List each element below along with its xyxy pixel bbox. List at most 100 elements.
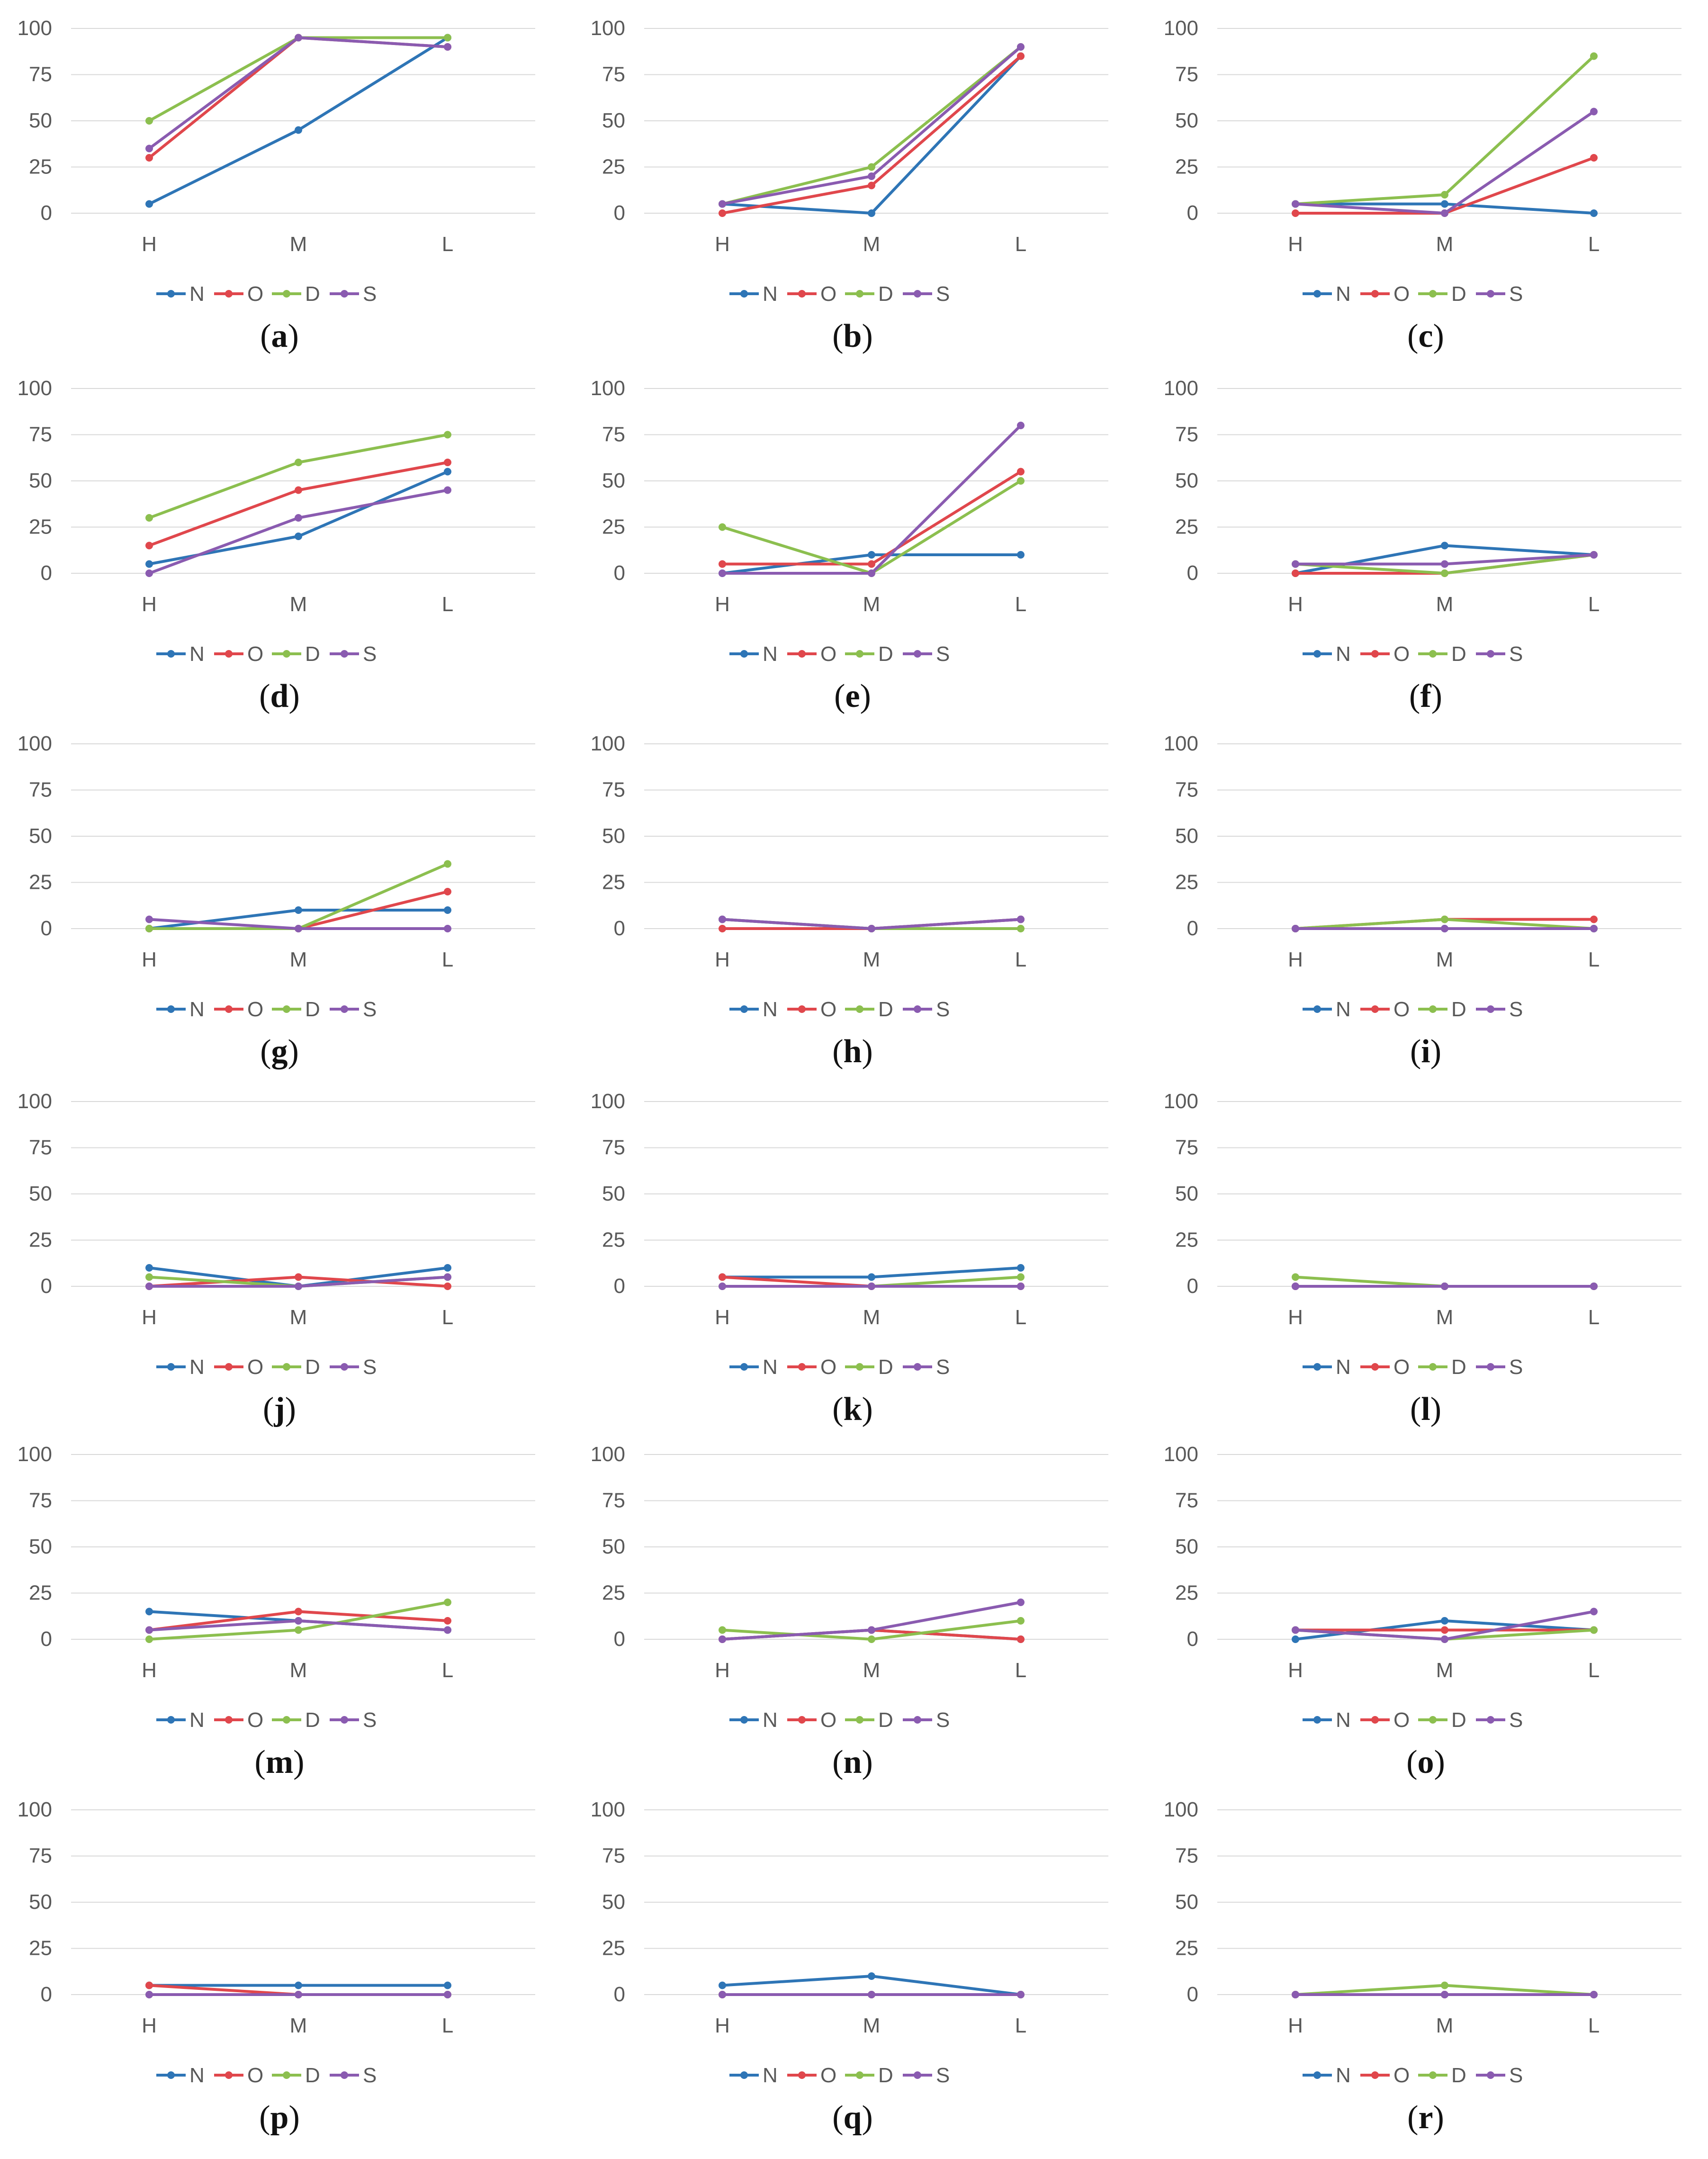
y-tick-label: 50	[602, 1890, 625, 1914]
legend-marker-N	[167, 1716, 175, 1724]
data-point-D	[868, 1635, 875, 1643]
data-point-S	[444, 1991, 451, 1998]
x-tick-label: H	[1288, 2014, 1303, 2037]
legend-marker-S	[914, 650, 921, 658]
data-point-S	[719, 200, 726, 208]
legend-marker-O	[798, 650, 806, 658]
legend-marker-D	[856, 1716, 863, 1724]
x-tick-label: M	[290, 233, 307, 256]
data-point-O	[1590, 915, 1598, 923]
legend-label-D: D	[1451, 1355, 1466, 1379]
series-line-D	[148, 433, 448, 519]
y-tick-label: 25	[29, 155, 52, 179]
chart-panel-n: 0 25 50 75 100 H M L N O D S (n)	[573, 1426, 1132, 1780]
chart-caption: (q)	[573, 2099, 1132, 2137]
data-point-D	[1590, 52, 1598, 60]
data-point-S	[1590, 551, 1598, 559]
y-tick-label: 100	[18, 17, 52, 40]
legend-label-O: O	[1393, 2064, 1410, 2087]
y-tick-label: 0	[614, 917, 625, 940]
data-point-D	[1292, 1273, 1299, 1281]
caption-letter: q	[843, 2099, 862, 2136]
chart-svg-j: 0 25 50 75 100 H M L N O D S	[18, 1090, 535, 1379]
y-tick-label: 25	[602, 515, 625, 539]
caption-letter: e	[845, 678, 860, 714]
legend-label-D: D	[878, 1355, 893, 1379]
y-tick-label: 0	[41, 561, 52, 585]
legend-marker-S	[341, 1716, 348, 1724]
data-point-S	[295, 1991, 302, 1998]
data-point-N	[295, 906, 302, 914]
legend-marker-D	[283, 2071, 290, 2079]
legend-marker-S	[1487, 290, 1494, 298]
y-tick-label: 100	[591, 1798, 625, 1821]
legend-label-D: D	[878, 1708, 893, 1732]
legend-marker-N	[167, 2071, 175, 2079]
data-point-S	[145, 1283, 153, 1290]
legend-marker-O	[798, 290, 806, 298]
legend-marker-O	[225, 1005, 233, 1013]
data-point-S	[444, 43, 451, 51]
y-tick-label: 25	[602, 871, 625, 894]
x-tick-label: H	[1288, 1659, 1303, 1682]
data-point-S	[1441, 925, 1448, 932]
chart-caption: (h)	[573, 1033, 1132, 1071]
legend-label-D: D	[878, 282, 893, 306]
chart-svg-k: 0 25 50 75 100 H M L N O D S	[591, 1090, 1108, 1379]
y-tick-label: 50	[29, 109, 52, 132]
data-point-S	[868, 1283, 875, 1290]
legend-label-N: N	[763, 1355, 778, 1379]
y-tick-label: 100	[18, 377, 52, 400]
chart-caption: (f)	[1146, 678, 1705, 715]
legend-marker-S	[914, 2071, 921, 2079]
y-tick-label: 0	[614, 1274, 625, 1298]
y-tick-label: 100	[591, 17, 625, 40]
y-tick-label: 75	[29, 423, 52, 446]
caption-open: (	[1406, 1744, 1418, 1780]
x-tick-label: L	[442, 1659, 453, 1682]
data-point-S	[1441, 560, 1448, 568]
y-tick-label: 100	[18, 1090, 52, 1113]
legend-label-D: D	[1451, 1708, 1466, 1732]
caption-close: )	[288, 1033, 299, 1070]
y-tick-label: 75	[602, 1844, 625, 1868]
x-tick-label: M	[863, 1306, 881, 1329]
legend-label-O: O	[820, 642, 836, 666]
legend-marker-N	[167, 290, 175, 298]
legend-marker-N	[740, 1716, 748, 1724]
legend-marker-N	[1313, 1005, 1321, 1013]
data-point-O	[1292, 209, 1299, 217]
legend-label-O: O	[820, 1355, 836, 1379]
chart-svg-c: 0 25 50 75 100 H M L N O D S	[1164, 17, 1681, 306]
y-tick-label: 0	[614, 561, 625, 585]
chart-caption: (n)	[573, 1743, 1132, 1781]
caption-letter: k	[843, 1391, 862, 1427]
data-point-S	[1590, 1991, 1598, 1998]
chart-panel-d: 0 25 50 75 100 H M L N O D S (d)	[0, 360, 559, 714]
chart-panel-e: 0 25 50 75 100 H M L N O D S (e)	[573, 360, 1132, 714]
x-tick-label: H	[142, 1306, 157, 1329]
data-point-O	[295, 1608, 302, 1616]
legend-marker-S	[914, 1005, 921, 1013]
legend-marker-D	[283, 1716, 290, 1724]
caption-letter: r	[1418, 2099, 1433, 2136]
data-point-N	[444, 1981, 451, 1989]
data-point-S	[868, 925, 875, 932]
legend-label-O: O	[247, 1355, 263, 1379]
caption-close: )	[288, 678, 300, 714]
chart-caption: (d)	[0, 678, 559, 715]
legend-label-O: O	[820, 998, 836, 1021]
chart-svg-d: 0 25 50 75 100 H M L N O D S	[18, 377, 535, 666]
y-tick-label: 0	[1187, 1627, 1198, 1651]
caption-letter: j	[274, 1391, 285, 1427]
data-point-D	[868, 163, 875, 171]
data-point-D	[1441, 1981, 1448, 1989]
caption-close: )	[862, 318, 873, 354]
data-point-O	[444, 1283, 451, 1290]
chart-panel-c: 0 25 50 75 100 H M L N O D S (c)	[1146, 0, 1705, 354]
x-tick-label: L	[442, 1306, 453, 1329]
legend-marker-S	[914, 290, 921, 298]
caption-open: (	[1409, 678, 1420, 714]
x-tick-label: M	[1436, 948, 1454, 971]
series-line-S	[722, 45, 1022, 206]
